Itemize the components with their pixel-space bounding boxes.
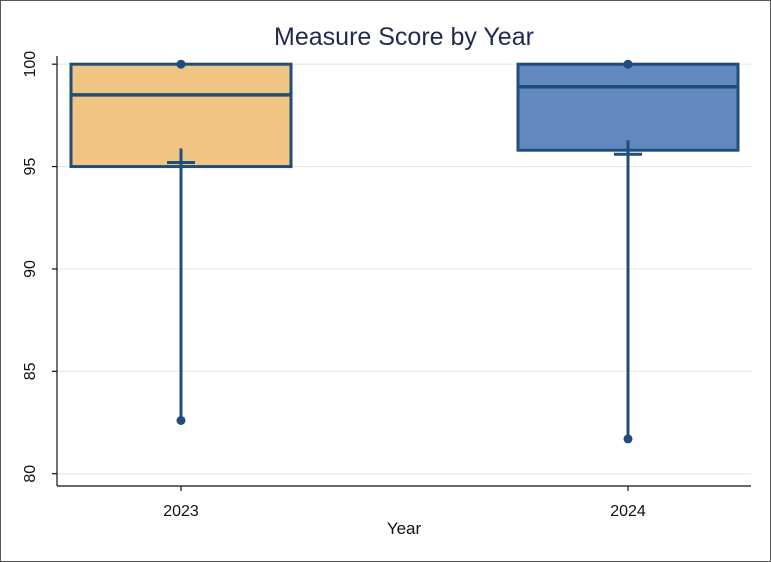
y-tick-label-85: 85 bbox=[22, 362, 39, 380]
x-axis-label: Year bbox=[387, 519, 422, 538]
max-point-2023 bbox=[176, 59, 186, 69]
y-tick-label-95: 95 bbox=[22, 158, 39, 176]
box-2024 bbox=[516, 62, 740, 152]
min-point-2024 bbox=[623, 434, 633, 444]
max-point-2024 bbox=[623, 59, 633, 69]
min-point-2023 bbox=[176, 415, 186, 425]
y-tick-label-80: 80 bbox=[22, 465, 39, 483]
x-tick-label-2024: 2024 bbox=[610, 503, 646, 520]
x-tick-label-2023: 2023 bbox=[163, 503, 199, 520]
y-tick-label-90: 90 bbox=[22, 260, 39, 278]
chart-title: Measure Score by Year bbox=[274, 23, 534, 51]
y-tick-label-100: 100 bbox=[22, 51, 39, 78]
